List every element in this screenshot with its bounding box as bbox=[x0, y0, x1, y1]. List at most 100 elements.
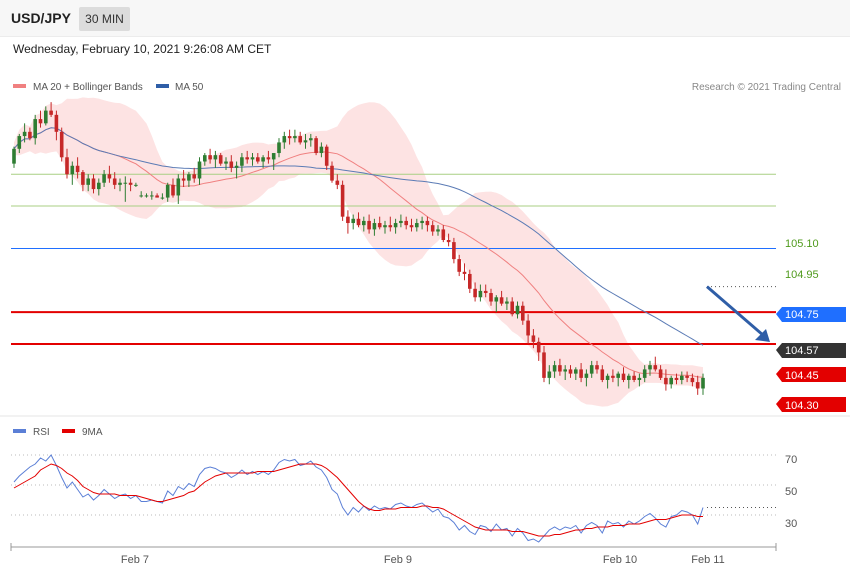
candle bbox=[489, 288, 493, 306]
support-tag-2 bbox=[776, 397, 846, 412]
candle-body bbox=[171, 184, 175, 196]
timeframe-button[interactable]: 30 MIN bbox=[79, 7, 130, 31]
candle bbox=[362, 216, 366, 232]
candle bbox=[229, 155, 234, 173]
candle bbox=[208, 148, 212, 164]
candle bbox=[123, 176, 128, 202]
candle-body bbox=[160, 197, 165, 199]
candle bbox=[595, 360, 599, 374]
candle bbox=[44, 106, 48, 126]
candle bbox=[118, 178, 122, 192]
candle bbox=[584, 369, 589, 387]
candle-body bbox=[473, 288, 477, 298]
candle-body bbox=[425, 220, 430, 226]
rsi-tick-70: 70 bbox=[785, 454, 797, 466]
candle-body bbox=[669, 377, 673, 385]
candle bbox=[552, 360, 557, 378]
candle bbox=[521, 301, 525, 325]
candle bbox=[642, 365, 647, 383]
candle-body bbox=[309, 138, 313, 141]
candle-body bbox=[489, 293, 493, 302]
candle bbox=[319, 142, 324, 158]
candle-body bbox=[399, 220, 403, 224]
candle bbox=[574, 367, 578, 380]
candle-body bbox=[261, 157, 265, 162]
candle bbox=[59, 127, 64, 162]
candle-body bbox=[388, 225, 393, 228]
candle-body bbox=[335, 180, 340, 185]
candle bbox=[12, 146, 16, 168]
candle bbox=[335, 174, 340, 190]
candle bbox=[542, 346, 546, 383]
candle-body bbox=[568, 369, 573, 374]
candle-body bbox=[59, 131, 64, 158]
rsi-legend-label: RSI bbox=[33, 427, 50, 438]
candle bbox=[75, 157, 80, 179]
ma20-legend-swatch bbox=[13, 84, 26, 88]
candle bbox=[128, 178, 133, 192]
candle-body bbox=[632, 375, 636, 380]
candle bbox=[483, 284, 488, 298]
candle bbox=[658, 365, 663, 380]
candle-body bbox=[250, 157, 255, 160]
resistance-label: 104.75 bbox=[785, 309, 819, 321]
candle bbox=[155, 193, 159, 198]
candle bbox=[563, 365, 567, 380]
candle-body bbox=[648, 365, 652, 370]
ma20-legend-label: MA 20 + Bollinger Bands bbox=[33, 82, 143, 93]
candle bbox=[547, 365, 552, 385]
candle-body bbox=[441, 229, 446, 240]
x-tick-feb7: Feb 7 bbox=[121, 554, 149, 566]
ma50-line bbox=[13, 127, 704, 346]
candle-body bbox=[224, 161, 228, 164]
candle-body bbox=[701, 377, 705, 389]
candle-body bbox=[478, 290, 483, 298]
candle bbox=[653, 356, 658, 372]
candle bbox=[293, 129, 297, 143]
rsi-legend-swatch bbox=[13, 429, 26, 433]
candle bbox=[351, 214, 355, 230]
candle bbox=[203, 153, 207, 166]
candle bbox=[680, 371, 684, 385]
candle-body bbox=[589, 365, 594, 374]
candle-body bbox=[287, 136, 292, 139]
candle bbox=[346, 210, 350, 234]
candle-body bbox=[690, 377, 695, 383]
candle-body bbox=[430, 225, 435, 232]
candle bbox=[409, 218, 414, 232]
rsi-tick-50: 50 bbox=[785, 486, 797, 498]
candle bbox=[669, 375, 673, 389]
candle-body bbox=[81, 172, 85, 185]
candle bbox=[536, 337, 541, 361]
candle bbox=[478, 284, 483, 302]
candle bbox=[245, 150, 249, 164]
candle bbox=[150, 191, 154, 200]
candle bbox=[674, 373, 679, 385]
candle bbox=[515, 301, 520, 319]
candle-body bbox=[515, 305, 520, 315]
candle-body bbox=[637, 377, 642, 380]
candle bbox=[38, 110, 43, 128]
candle bbox=[589, 360, 594, 378]
candle-body bbox=[107, 174, 112, 179]
candle bbox=[695, 375, 700, 395]
candle bbox=[218, 153, 223, 166]
candle bbox=[372, 218, 377, 236]
candle-body bbox=[22, 131, 27, 137]
candle-body bbox=[44, 110, 48, 124]
candle-body bbox=[404, 220, 408, 226]
candle-body bbox=[330, 165, 334, 181]
candle bbox=[224, 157, 228, 170]
x-tick-feb9: Feb 9 bbox=[384, 554, 412, 566]
candle-body bbox=[245, 157, 249, 160]
candle-body bbox=[653, 365, 658, 370]
candle-body bbox=[282, 136, 287, 143]
candle-body bbox=[685, 375, 689, 378]
candle-body bbox=[65, 157, 69, 175]
candle bbox=[181, 170, 186, 187]
candle bbox=[568, 365, 573, 378]
candle-body bbox=[674, 377, 679, 380]
candle bbox=[134, 182, 138, 187]
candle-body bbox=[526, 320, 530, 336]
